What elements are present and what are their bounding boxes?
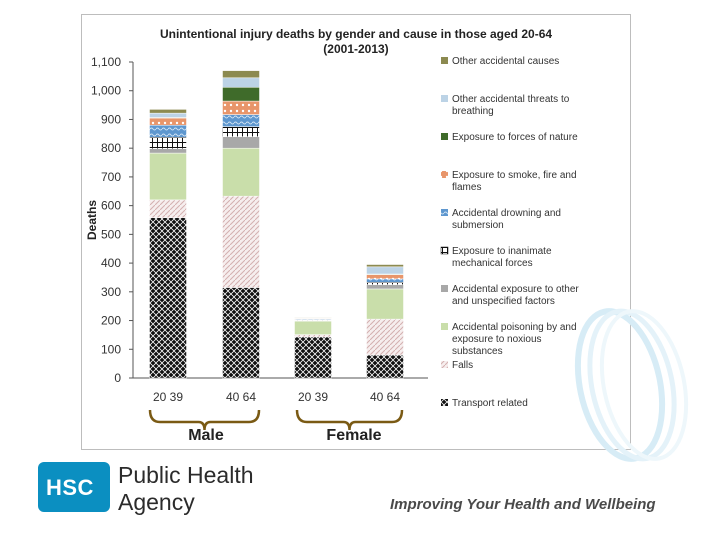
bar-segment bbox=[366, 288, 404, 320]
bar-segment bbox=[222, 287, 260, 379]
legend-label: Falls bbox=[452, 360, 473, 371]
y-tick-label: 1,100 bbox=[91, 55, 121, 69]
y-tick-label: 100 bbox=[101, 342, 121, 356]
legend-swatch bbox=[441, 209, 448, 216]
bar-segment bbox=[222, 195, 260, 288]
bar-segment bbox=[366, 354, 404, 379]
x-tick-label: 40 64 bbox=[370, 390, 400, 404]
legend-label: Accidental exposure to other and unspecif… bbox=[452, 284, 579, 307]
group-brace bbox=[295, 409, 404, 431]
y-axis-label: Deaths bbox=[85, 200, 99, 240]
bar-segment bbox=[366, 266, 404, 275]
bar-segment bbox=[366, 274, 404, 280]
x-tick-label: 40 64 bbox=[226, 390, 256, 404]
legend-swatch bbox=[441, 285, 448, 292]
bar-segment bbox=[149, 137, 187, 150]
legend-label: Exposure to forces of nature bbox=[452, 132, 578, 143]
bar-segment bbox=[222, 114, 260, 127]
y-tick-label: 700 bbox=[101, 170, 121, 184]
chart-title: Unintentional injury deaths by gender an… bbox=[160, 27, 552, 41]
tagline: Improving Your Health and Wellbeing bbox=[390, 496, 656, 513]
legend-label: Other accidental causes bbox=[452, 56, 559, 67]
legend-label: Other accidental threats to breathing bbox=[452, 94, 570, 117]
bar-segment bbox=[294, 336, 332, 379]
bar-segment bbox=[222, 70, 260, 79]
bar-segment bbox=[149, 152, 187, 201]
legend-swatch bbox=[441, 399, 448, 406]
legend-swatch bbox=[441, 171, 448, 178]
hsc-logo bbox=[38, 462, 110, 512]
bar-segment bbox=[222, 136, 260, 149]
bar-segment bbox=[294, 334, 332, 338]
x-tick-label: 20 39 bbox=[298, 390, 328, 404]
legend-swatch bbox=[441, 133, 448, 140]
legend-swatch bbox=[441, 95, 448, 102]
legend-label: Accidental drowning and submersion bbox=[452, 208, 561, 231]
y-tick-label: 900 bbox=[101, 112, 121, 126]
group-label: Male bbox=[188, 427, 224, 444]
bar-segment bbox=[149, 109, 187, 114]
legend-swatch bbox=[441, 323, 448, 330]
bar-segment bbox=[366, 282, 404, 285]
bar-segment bbox=[222, 77, 260, 88]
bar-segment bbox=[366, 318, 404, 356]
group-brace bbox=[148, 409, 261, 431]
y-tick-label: 200 bbox=[101, 314, 121, 328]
legend-label: Exposure to inanimate mechanical forces bbox=[452, 246, 552, 269]
agency-name-line1: Public Health bbox=[118, 462, 254, 488]
bar-segment bbox=[149, 217, 187, 379]
bar-segment bbox=[222, 126, 260, 137]
x-tick-label: 20 39 bbox=[153, 390, 183, 404]
hsc-logo-text: HSC bbox=[46, 475, 94, 500]
bar-segment bbox=[222, 87, 260, 102]
bar-segment bbox=[222, 147, 260, 197]
bar-segment bbox=[149, 112, 187, 118]
group-label: Female bbox=[326, 427, 381, 444]
y-tick-label: 400 bbox=[101, 256, 121, 270]
legend-label: Exposure to smoke, fire and flames bbox=[452, 170, 577, 193]
legend-swatch bbox=[441, 361, 448, 368]
bar-segment bbox=[222, 100, 260, 115]
y-tick-label: 0 bbox=[114, 371, 121, 385]
y-tick-label: 500 bbox=[101, 227, 121, 241]
bar-segment bbox=[366, 278, 404, 283]
bar-segment bbox=[149, 148, 187, 154]
bar-segment bbox=[149, 199, 187, 218]
bar-segment bbox=[366, 264, 404, 268]
bar-segment bbox=[366, 284, 404, 290]
chart-subtitle: (2001-2013) bbox=[323, 42, 388, 56]
bar-segment bbox=[149, 124, 187, 138]
legend-swatch bbox=[441, 57, 448, 64]
y-tick-label: 300 bbox=[101, 285, 121, 299]
y-tick-label: 1,000 bbox=[91, 84, 121, 98]
legend-label: Accidental poisoning by and exposure to n… bbox=[452, 322, 577, 357]
y-tick-label: 800 bbox=[101, 141, 121, 155]
legend-swatch bbox=[440, 246, 449, 255]
agency-name-line2: Agency bbox=[118, 489, 195, 515]
decorative-rings bbox=[574, 308, 689, 462]
bar-segment bbox=[294, 320, 332, 335]
legend-label: Transport related bbox=[452, 398, 528, 409]
bar-segment bbox=[149, 117, 187, 126]
y-tick-label: 600 bbox=[101, 199, 121, 213]
